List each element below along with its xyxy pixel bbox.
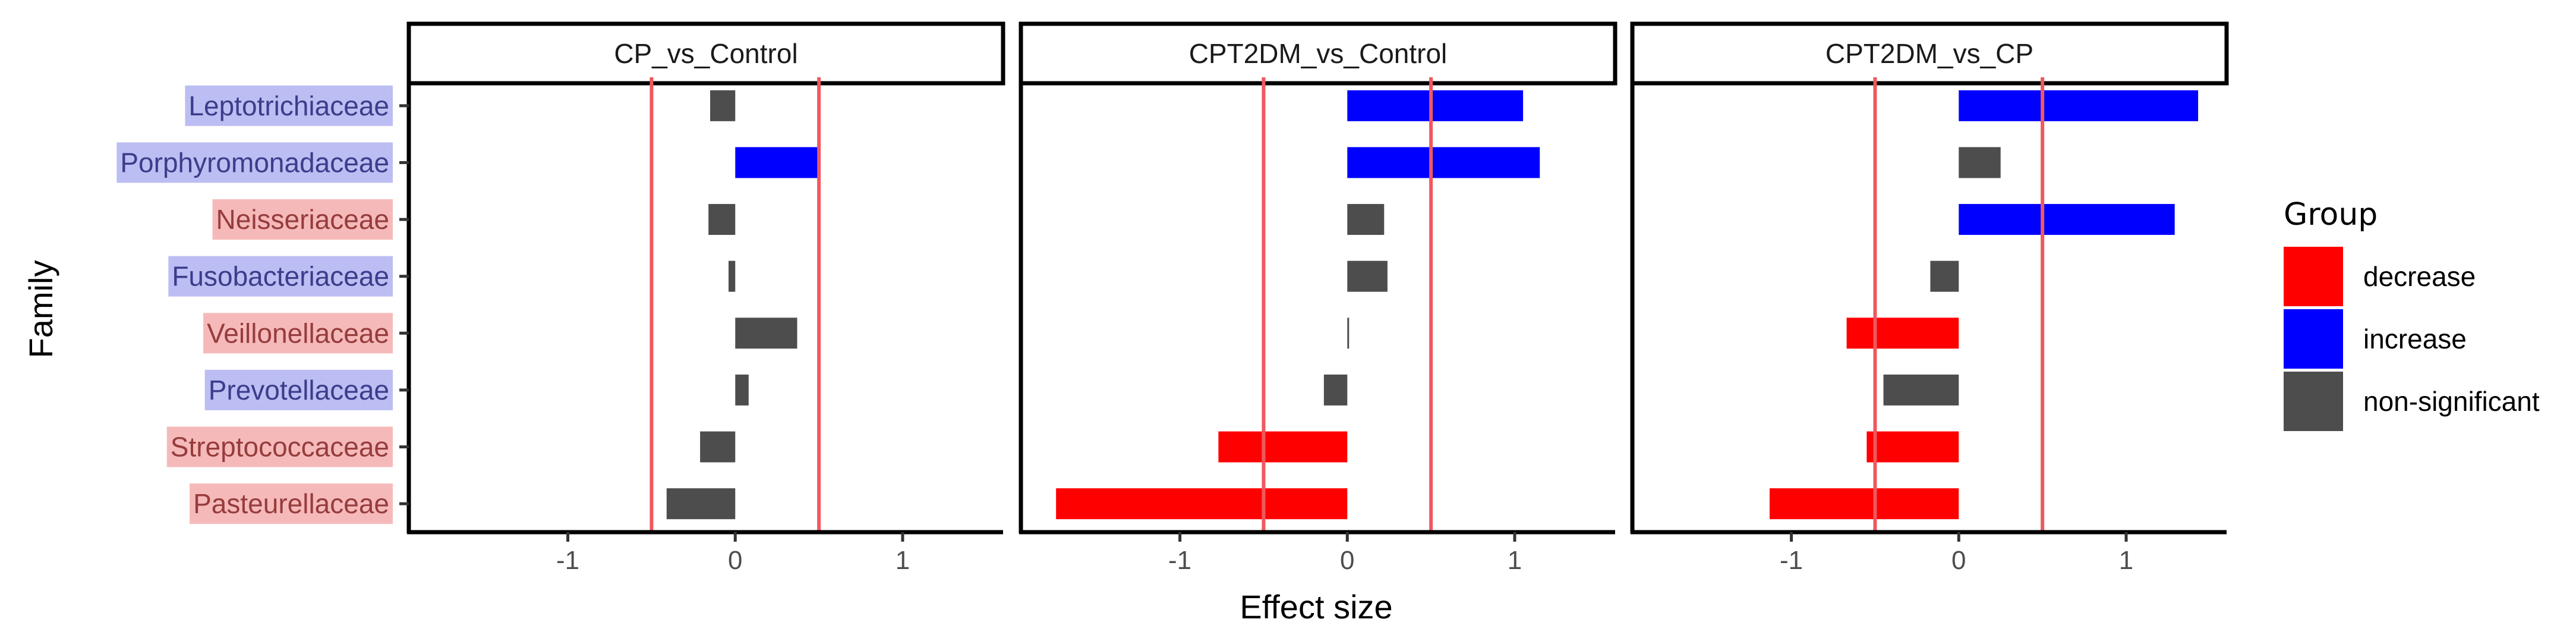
family-label-veillonellaceae: Veillonellaceae bbox=[203, 313, 393, 354]
x-axis-title: Effect size bbox=[1240, 588, 1392, 626]
family-label-highlight bbox=[204, 369, 393, 410]
legend-label: non-significant bbox=[2363, 386, 2540, 417]
family-axis-labels: Leptotrichiaceae Porphyromonadaceae Neisse… bbox=[116, 85, 393, 524]
x-tick-label: 0 bbox=[1951, 546, 1966, 575]
bar-pasteurellaceae bbox=[1056, 488, 1348, 520]
panel-cpt2dm-vs-control: CPT2DM_vs_Control -1 0 1 bbox=[1019, 21, 1618, 575]
family-label-text: Streptococcaceae bbox=[171, 432, 389, 463]
y-axis-title: Family bbox=[22, 260, 59, 359]
family-label-prevotellaceae: Prevotellaceae bbox=[204, 369, 393, 410]
family-label-leptotrichiaceae: Leptotrichiaceae bbox=[185, 85, 393, 126]
legend-swatch bbox=[2284, 247, 2343, 306]
x-tick-label: -1 bbox=[556, 546, 579, 575]
bar-neisseriaceae bbox=[1959, 204, 2175, 235]
legend-swatch bbox=[2284, 309, 2343, 369]
bar-streptococcaceae bbox=[1866, 431, 1959, 463]
legend-label: increase bbox=[2363, 323, 2467, 354]
bar-fusobacteriaceae bbox=[1347, 260, 1388, 292]
bar-pasteurellaceae bbox=[1769, 488, 1959, 520]
family-label-highlight bbox=[166, 426, 393, 467]
panel-strip bbox=[1630, 21, 2229, 86]
panel-strip bbox=[406, 21, 1005, 86]
bar-neisseriaceae bbox=[1347, 204, 1385, 235]
x-tick-label: -1 bbox=[1780, 546, 1803, 575]
family-label-highlight bbox=[185, 85, 393, 126]
legend-item-decrease: decrease bbox=[2284, 247, 2476, 306]
family-label-text: Pasteurellaceae bbox=[193, 488, 389, 519]
family-label-porphyromonadaceae: Porphyromonadaceae bbox=[116, 142, 393, 183]
legend-item-increase: increase bbox=[2284, 309, 2467, 369]
family-label-highlight bbox=[168, 256, 393, 297]
panel-cp-vs-control: CP_vs_Control -1 0 1 bbox=[399, 21, 1005, 575]
family-label-fusobacteriaceae: Fusobacteriaceae bbox=[168, 256, 393, 297]
panel-title: CP_vs_Control bbox=[614, 38, 797, 69]
bar-veillonellaceae bbox=[735, 318, 797, 349]
family-label-text: Neisseriaceae bbox=[216, 204, 389, 235]
panel-strip bbox=[1019, 21, 1618, 86]
x-tick-label: 1 bbox=[1508, 546, 1522, 575]
bar-prevotellaceae bbox=[1323, 374, 1348, 406]
legend-item-non-significant: non-significant bbox=[2284, 372, 2540, 431]
family-label-neisseriaceae: Neisseriaceae bbox=[212, 199, 393, 240]
legend-title: Group bbox=[2284, 197, 2378, 232]
panel-cpt2dm-vs-cp: CPT2DM_vs_CP -1 0 1 bbox=[1630, 21, 2229, 575]
bar-leptotrichiaceae bbox=[1959, 90, 2199, 121]
bar-streptococcaceae bbox=[700, 431, 736, 463]
bar-streptococcaceae bbox=[1218, 431, 1348, 463]
bar-prevotellaceae bbox=[735, 374, 749, 406]
family-label-text: Prevotellaceae bbox=[209, 375, 389, 406]
x-tick-label: -1 bbox=[1168, 546, 1191, 575]
family-label-highlight bbox=[212, 199, 393, 240]
family-label-pasteurellaceae: Pasteurellaceae bbox=[190, 483, 393, 524]
bar-porphyromonadaceae bbox=[735, 147, 819, 178]
bar-porphyromonadaceae bbox=[1347, 147, 1540, 178]
bar-veillonellaceae bbox=[1347, 318, 1350, 349]
legend-swatch bbox=[2284, 372, 2343, 431]
x-tick-label: 0 bbox=[1340, 546, 1354, 575]
legend: Group decrease increase non-significant bbox=[2284, 197, 2540, 431]
bar-porphyromonadaceae bbox=[1959, 147, 2001, 178]
x-tick-label: 0 bbox=[728, 546, 742, 575]
family-label-text: Leptotrichiaceae bbox=[188, 90, 389, 121]
family-label-text: Fusobacteriaceae bbox=[172, 261, 389, 292]
bar-leptotrichiaceae bbox=[1347, 90, 1524, 121]
bar-veillonellaceae bbox=[1846, 318, 1959, 349]
family-label-highlight bbox=[203, 313, 393, 354]
panel-title: CPT2DM_vs_Control bbox=[1189, 38, 1448, 69]
family-label-text: Porphyromonadaceae bbox=[120, 147, 389, 178]
family-label-streptococcaceae: Streptococcaceae bbox=[166, 426, 393, 467]
bar-fusobacteriaceae bbox=[1930, 260, 1959, 292]
x-tick-label: 1 bbox=[896, 546, 910, 575]
x-tick-label: 1 bbox=[2119, 546, 2133, 575]
family-label-text: Veillonellaceae bbox=[207, 318, 389, 348]
legend-label: decrease bbox=[2363, 261, 2476, 292]
bar-neisseriaceae bbox=[708, 204, 736, 235]
bar-leptotrichiaceae bbox=[710, 90, 736, 121]
family-label-highlight bbox=[116, 142, 393, 183]
bar-prevotellaceae bbox=[1883, 374, 1959, 406]
bar-pasteurellaceae bbox=[666, 488, 736, 520]
bar-fusobacteriaceae bbox=[729, 260, 736, 292]
panel-title: CPT2DM_vs_CP bbox=[1825, 38, 2033, 69]
family-label-highlight bbox=[190, 483, 393, 524]
